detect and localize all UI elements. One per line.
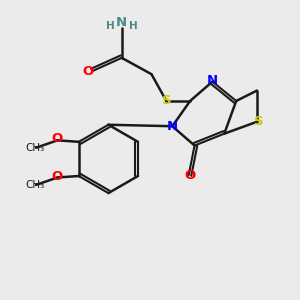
Text: O: O [52,132,63,146]
Text: N: N [167,120,178,133]
Text: N: N [116,16,127,29]
Text: H: H [129,21,137,31]
Text: S: S [161,94,171,107]
Text: CH₃: CH₃ [25,143,44,153]
Text: CH₃: CH₃ [25,180,44,190]
Text: O: O [184,169,196,182]
Text: O: O [83,65,94,78]
Text: N: N [207,74,218,87]
Text: H: H [106,21,115,31]
Text: S: S [254,115,263,128]
Text: O: O [52,169,63,182]
